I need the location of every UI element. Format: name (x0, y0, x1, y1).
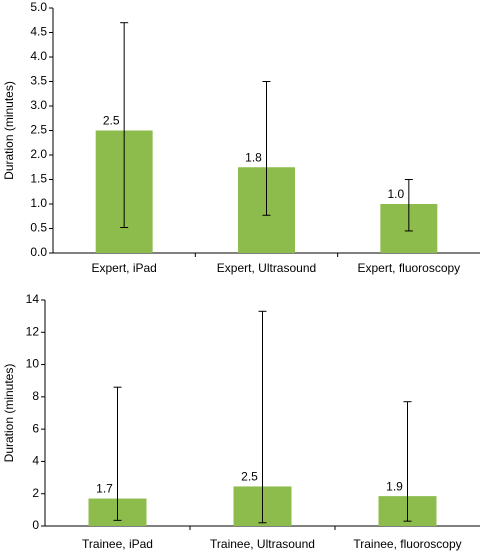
y-tick-label: 5.0 (30, 0, 47, 14)
y-tick-label: 0.5 (30, 221, 47, 235)
x-tick-label: Expert, iPad (91, 261, 156, 275)
y-axis-title: Duration (minutes) (2, 81, 16, 180)
value-label: 1.0 (387, 187, 404, 201)
y-tick-label: 8 (32, 389, 39, 403)
y-tick-label: 12 (26, 324, 40, 338)
y-tick-label: 1.0 (30, 196, 47, 210)
x-tick-label: Trainee, iPad (82, 537, 153, 551)
x-tick-label: Expert, fluoroscopy (357, 261, 460, 275)
y-tick-label: 6 (32, 421, 39, 435)
y-axis-title: Duration (minutes) (2, 364, 16, 463)
value-label: 1.8 (245, 150, 262, 164)
y-tick-label: 4.5 (30, 25, 47, 39)
x-tick-label: Trainee, fluoroscopy (353, 537, 461, 551)
value-label: 2.5 (103, 114, 120, 128)
y-tick-label: 4.0 (30, 49, 47, 63)
y-tick-label: 10 (26, 357, 40, 371)
y-tick-label: 3.5 (30, 74, 47, 88)
y-tick-label: 2.0 (30, 147, 47, 161)
value-label: 2.5 (241, 470, 258, 484)
y-tick-label: 14 (26, 292, 40, 306)
value-label: 1.9 (386, 479, 403, 493)
y-tick-label: 1.5 (30, 172, 47, 186)
x-tick-label: Expert, Ultrasound (217, 261, 316, 275)
value-label: 1.7 (96, 482, 113, 496)
x-tick-label: Trainee, Ultrasound (210, 537, 315, 551)
y-tick-label: 0 (32, 518, 39, 532)
y-tick-label: 4 (32, 454, 39, 468)
y-tick-label: 2.5 (30, 123, 47, 137)
y-tick-label: 0.0 (30, 245, 47, 259)
y-tick-label: 3.0 (30, 98, 47, 112)
y-tick-label: 2 (32, 486, 39, 500)
